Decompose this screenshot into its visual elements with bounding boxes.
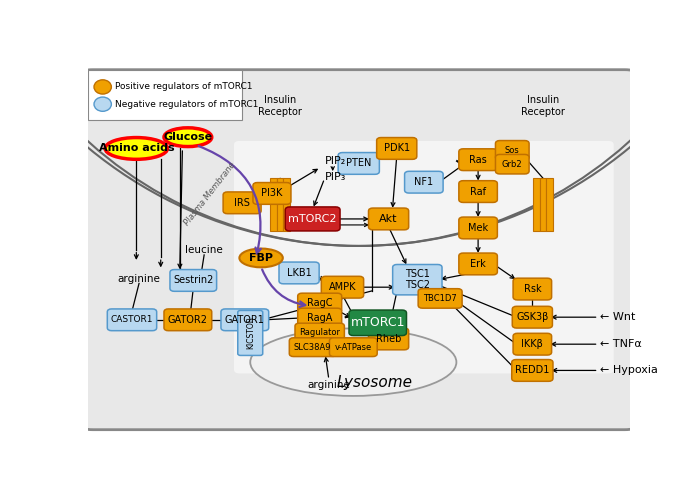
- Text: mTORC1: mTORC1: [351, 317, 405, 329]
- Ellipse shape: [251, 328, 456, 396]
- Ellipse shape: [105, 137, 167, 159]
- FancyBboxPatch shape: [458, 149, 498, 170]
- Text: Negative regulators of mTORC1: Negative regulators of mTORC1: [115, 100, 258, 109]
- FancyBboxPatch shape: [533, 178, 540, 231]
- Text: Amino acids: Amino acids: [99, 144, 174, 153]
- Text: Raf: Raf: [470, 187, 486, 197]
- FancyBboxPatch shape: [298, 293, 342, 313]
- Text: PIP₂: PIP₂: [325, 156, 346, 166]
- Text: Rheb: Rheb: [376, 334, 401, 344]
- FancyBboxPatch shape: [377, 137, 416, 159]
- FancyBboxPatch shape: [458, 181, 498, 203]
- Text: NF1: NF1: [414, 177, 433, 187]
- Text: ← Wnt: ← Wnt: [600, 312, 636, 322]
- FancyBboxPatch shape: [513, 278, 552, 300]
- FancyBboxPatch shape: [270, 178, 276, 231]
- FancyBboxPatch shape: [540, 178, 547, 231]
- FancyBboxPatch shape: [279, 262, 319, 284]
- Text: v-ATPase: v-ATPase: [335, 343, 372, 352]
- FancyBboxPatch shape: [238, 310, 262, 356]
- FancyBboxPatch shape: [547, 178, 553, 231]
- Text: GATOR2: GATOR2: [168, 315, 208, 325]
- FancyBboxPatch shape: [223, 192, 261, 214]
- FancyBboxPatch shape: [349, 310, 407, 336]
- FancyBboxPatch shape: [88, 70, 242, 120]
- FancyBboxPatch shape: [458, 217, 498, 239]
- FancyBboxPatch shape: [170, 270, 216, 291]
- Text: mTORC2: mTORC2: [288, 214, 337, 224]
- FancyBboxPatch shape: [71, 70, 646, 430]
- FancyBboxPatch shape: [368, 208, 409, 230]
- Text: Lysosome: Lysosome: [337, 375, 413, 390]
- FancyBboxPatch shape: [221, 309, 269, 331]
- Text: Grb2: Grb2: [502, 160, 523, 169]
- FancyBboxPatch shape: [418, 289, 462, 308]
- Text: arginine: arginine: [307, 380, 351, 390]
- FancyBboxPatch shape: [338, 152, 379, 174]
- FancyBboxPatch shape: [458, 253, 498, 275]
- Text: PI3K: PI3K: [261, 188, 283, 198]
- FancyBboxPatch shape: [512, 359, 553, 381]
- Text: leucine: leucine: [186, 245, 223, 256]
- Text: TBC1D7: TBC1D7: [424, 294, 457, 303]
- FancyBboxPatch shape: [107, 309, 157, 331]
- Text: Ras: Ras: [469, 155, 487, 165]
- Text: IRS: IRS: [234, 198, 250, 208]
- Text: Insulin
Receptor: Insulin Receptor: [522, 95, 565, 116]
- FancyBboxPatch shape: [405, 171, 443, 193]
- FancyBboxPatch shape: [289, 338, 336, 356]
- Text: FBP: FBP: [249, 253, 273, 263]
- Text: AMPK: AMPK: [329, 282, 356, 292]
- Text: REDD1: REDD1: [515, 365, 550, 375]
- Text: Plasma Membrane: Plasma Membrane: [182, 160, 237, 227]
- Text: Erk: Erk: [470, 259, 486, 269]
- Text: PDK1: PDK1: [384, 144, 409, 153]
- Text: Sestrin2: Sestrin2: [173, 276, 214, 285]
- Ellipse shape: [94, 80, 111, 94]
- FancyBboxPatch shape: [285, 207, 340, 231]
- Text: SLC38A9: SLC38A9: [294, 343, 331, 352]
- Text: Glucose: Glucose: [163, 132, 212, 142]
- Text: LKB1: LKB1: [287, 268, 312, 278]
- FancyBboxPatch shape: [512, 306, 552, 328]
- FancyBboxPatch shape: [393, 264, 442, 295]
- FancyBboxPatch shape: [496, 141, 529, 160]
- Text: Akt: Akt: [379, 214, 398, 224]
- Text: Rsk: Rsk: [524, 284, 541, 294]
- FancyBboxPatch shape: [496, 154, 529, 174]
- FancyBboxPatch shape: [298, 308, 342, 328]
- Text: Positive regulators of mTORC1: Positive regulators of mTORC1: [115, 82, 252, 92]
- Text: CASTOR1: CASTOR1: [111, 315, 153, 324]
- FancyBboxPatch shape: [295, 323, 344, 343]
- FancyBboxPatch shape: [321, 276, 363, 298]
- FancyBboxPatch shape: [164, 309, 211, 331]
- Text: RagA: RagA: [307, 313, 332, 323]
- Text: arginine: arginine: [118, 274, 160, 284]
- Text: IKKβ: IKKβ: [522, 339, 543, 349]
- Text: GATOR1: GATOR1: [225, 315, 265, 325]
- FancyBboxPatch shape: [368, 328, 409, 350]
- Text: Ragulator: Ragulator: [299, 328, 340, 337]
- Text: TSC1
TSC2: TSC1 TSC2: [405, 269, 430, 290]
- FancyBboxPatch shape: [253, 183, 291, 205]
- Ellipse shape: [239, 248, 283, 267]
- Text: PIP₃: PIP₃: [325, 171, 346, 182]
- Text: KICSTOR: KICSTOR: [246, 317, 255, 350]
- Ellipse shape: [94, 97, 111, 112]
- Text: RagC: RagC: [307, 298, 332, 308]
- FancyBboxPatch shape: [234, 141, 614, 374]
- Text: Mek: Mek: [468, 223, 488, 233]
- FancyBboxPatch shape: [284, 178, 290, 231]
- Text: ← TNFα: ← TNFα: [600, 339, 642, 349]
- Text: Insulin
Receptor: Insulin Receptor: [258, 95, 302, 116]
- FancyBboxPatch shape: [276, 178, 284, 231]
- FancyBboxPatch shape: [513, 333, 552, 355]
- Text: PTEN: PTEN: [346, 158, 372, 169]
- Text: ← Hypoxia: ← Hypoxia: [600, 365, 658, 375]
- FancyBboxPatch shape: [330, 338, 377, 356]
- Text: GSK3β: GSK3β: [516, 312, 549, 322]
- Text: Sos: Sos: [505, 146, 519, 155]
- Ellipse shape: [164, 128, 211, 147]
